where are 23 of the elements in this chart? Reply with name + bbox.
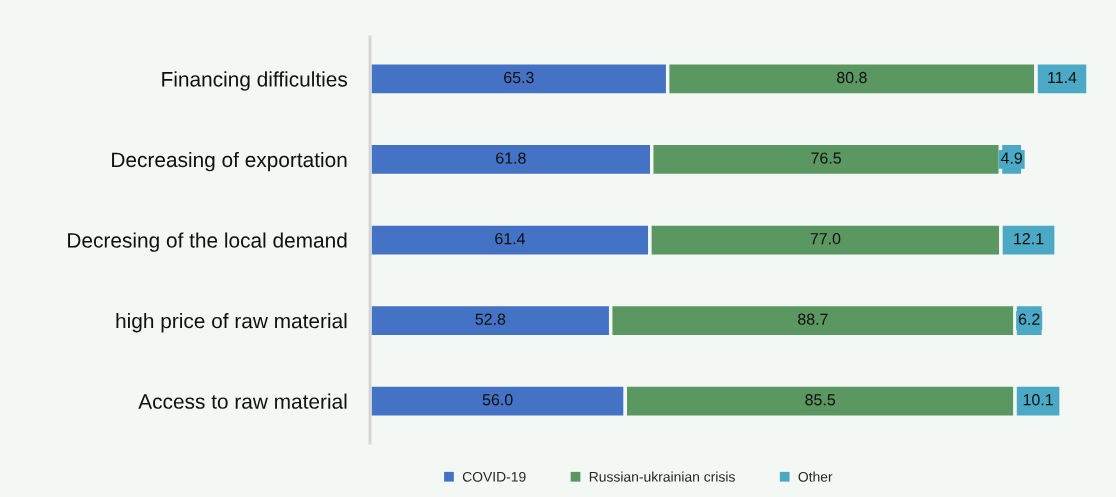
data-label: 61.4: [495, 232, 526, 245]
legend-label: Russian-ukrainian crisis: [589, 471, 735, 482]
y-tick-label: Decreasing of exportation: [112, 151, 347, 172]
data-label: 6.2: [1018, 313, 1040, 325]
y-tick-label: Financing difficulties: [162, 71, 348, 91]
legend-label: Other: [798, 471, 833, 482]
legend-label: COVID-19: [462, 471, 526, 482]
data-label: 4.9: [1000, 152, 1022, 164]
data-label: 12.1: [1014, 232, 1044, 245]
y-tick-label: Decresing of the local demand: [68, 232, 347, 252]
data-label: 88.7: [798, 313, 828, 325]
data-label: 80.8: [837, 71, 867, 84]
data-label: 85.5: [805, 394, 836, 406]
data-label: 61.8: [496, 152, 526, 164]
data-label: 11.4: [1048, 72, 1077, 84]
data-label: 10.1: [1023, 394, 1053, 406]
data-label: 52.8: [475, 313, 506, 325]
data-label: 77.0: [810, 232, 841, 245]
data-label: 56.0: [482, 394, 513, 406]
y-tick-label: Access to raw material: [138, 393, 347, 409]
data-label: 65.3: [504, 71, 534, 84]
y-tick-label: high price of raw material: [116, 313, 347, 333]
data-label: 76.5: [811, 152, 841, 164]
